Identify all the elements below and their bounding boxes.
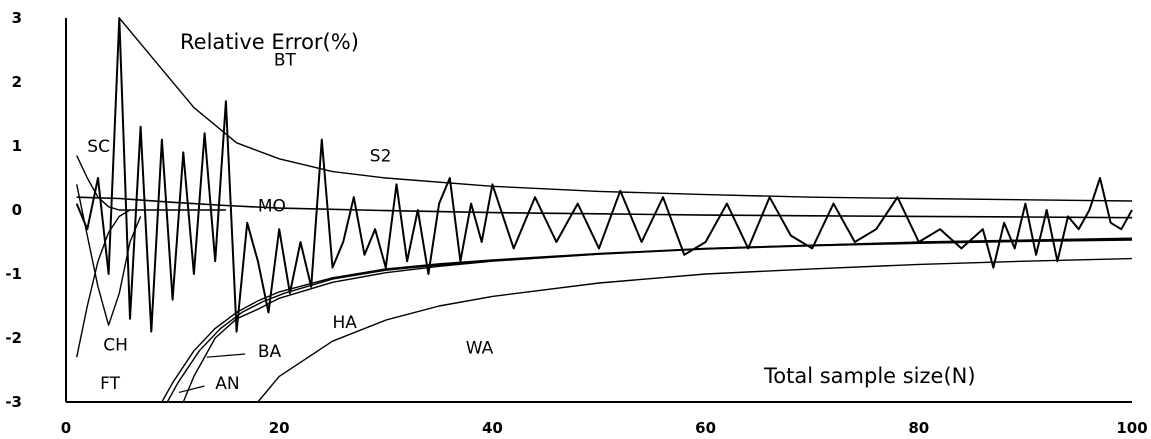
y-tick-label-1: 1: [12, 137, 22, 155]
series-label-ch: CH: [103, 335, 128, 355]
series-label-ft: FT: [100, 374, 120, 394]
y-tick-label-2: 2: [12, 73, 22, 91]
x-tick-label-40: 40: [482, 419, 503, 437]
x-tick-label-20: 20: [269, 419, 290, 437]
series-label-sc: SC: [87, 137, 110, 157]
leader-line-ba: [206, 353, 246, 358]
x-tick-label-80: 80: [908, 419, 929, 437]
y-tick-label--1: -1: [5, 265, 22, 283]
series-label-bt: BT: [274, 51, 297, 71]
curves: [75, 17, 1133, 403]
series-label-ba: BA: [258, 342, 282, 362]
series-line-wa: [257, 257, 1133, 403]
series-label-wa: WA: [466, 339, 494, 359]
series-line-bt: [118, 17, 1133, 202]
y-axis-title: Relative Error(%): [180, 30, 359, 54]
y-tick-label--3: -3: [5, 393, 22, 411]
series-line-ba: [161, 238, 1133, 403]
series-line-an: [166, 239, 1133, 403]
series-label-mo: MO: [258, 197, 286, 217]
ticks: 0 20 40 60 80 100 3 2 1 0 -1 -2 -3: [5, 9, 1147, 437]
series-label-ha: HA: [333, 313, 358, 333]
series-line-s2: [75, 17, 1133, 333]
y-tick-label--2: -2: [5, 329, 22, 347]
series-line-ch: [76, 184, 142, 326]
leader-line-an: [178, 385, 205, 393]
series-label-an: AN: [215, 374, 239, 394]
series-label-s2: S2: [370, 147, 392, 167]
x-tick-label-60: 60: [695, 419, 716, 437]
y-tick-label-3: 3: [12, 9, 22, 27]
x-axis-title: Total sample size(N): [763, 364, 976, 388]
x-tick-label-100: 100: [1116, 419, 1147, 437]
series-labels: BT S2 SC MO CH FT HA BA AN WA: [87, 51, 493, 394]
x-tick-label-0: 0: [61, 419, 71, 437]
series-line-sc: [76, 155, 226, 211]
axes: [65, 18, 1132, 403]
series-line-ft: [76, 209, 131, 358]
y-tick-label-0: 0: [12, 201, 22, 219]
series-line-mo: [76, 196, 1133, 219]
